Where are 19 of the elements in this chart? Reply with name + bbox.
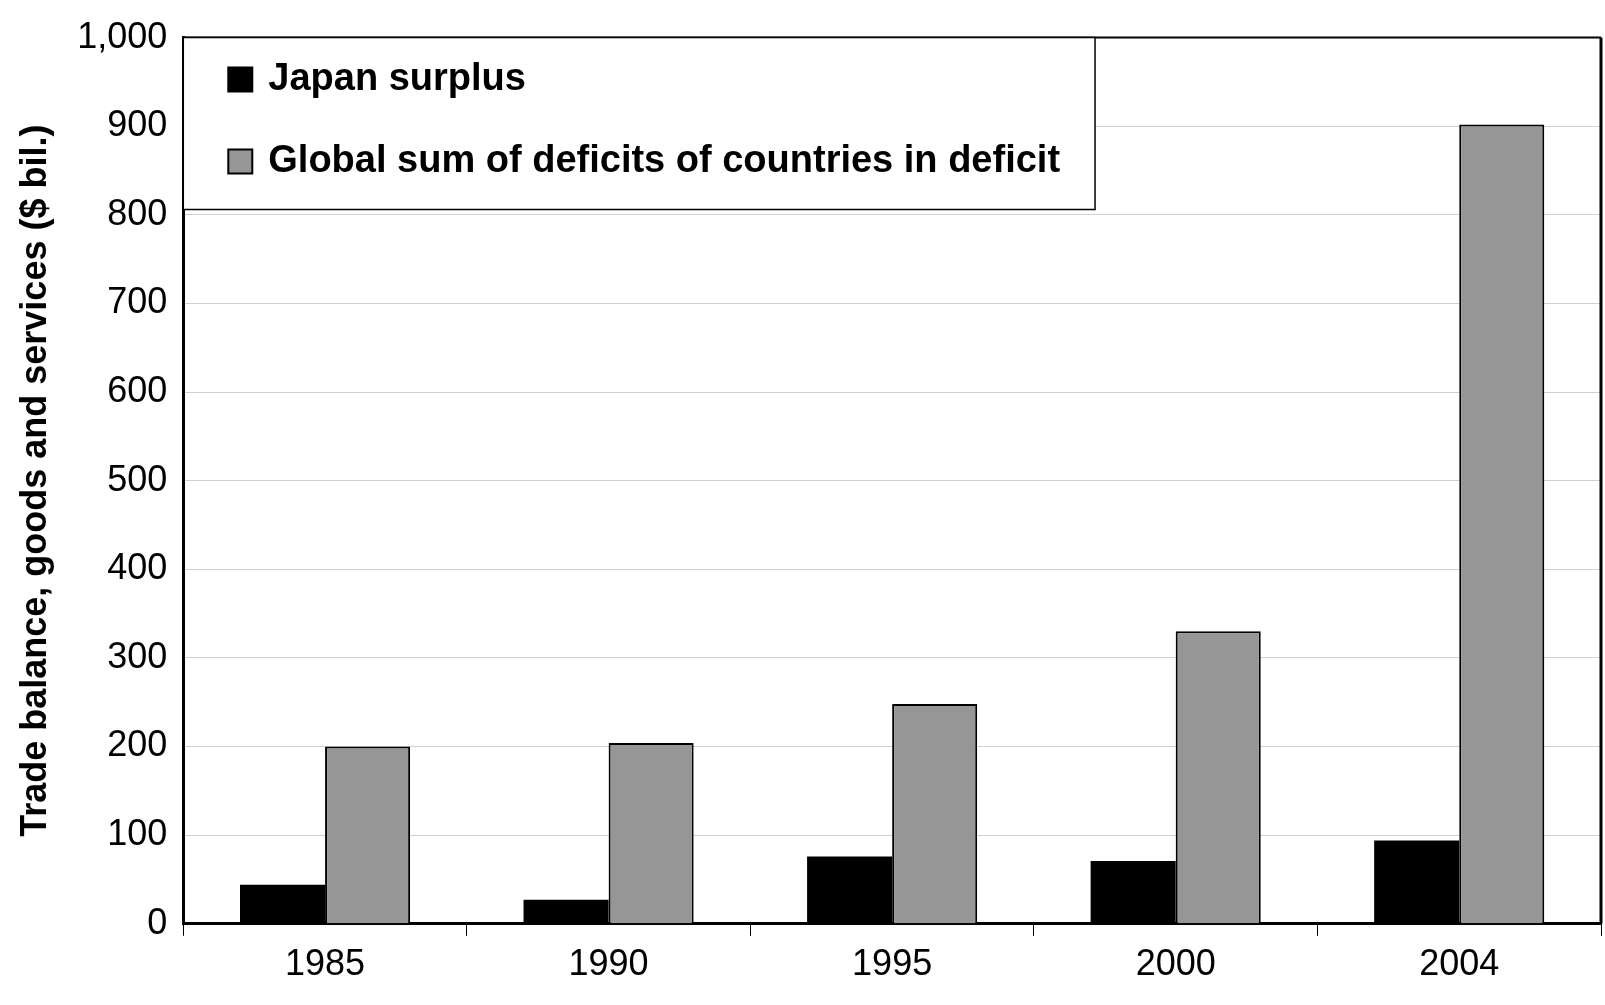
x-tick-label: 2000 [1135, 942, 1216, 984]
y-tick-label: 1,000 [77, 14, 168, 56]
x-tick-label: 1990 [568, 942, 649, 984]
y-tick-label: 100 [107, 812, 168, 854]
y-tick-label: 800 [107, 191, 168, 233]
y-tick-label: 200 [107, 723, 168, 765]
x-tick-label: 1995 [852, 942, 933, 984]
y-tick-label: 500 [107, 457, 168, 499]
y-tick-label: 0 [147, 900, 168, 942]
y-tick-label: 700 [107, 280, 168, 322]
y-tick-label: 300 [107, 634, 168, 676]
y-tick-label: 400 [107, 546, 168, 588]
y-tick-label: 900 [107, 103, 168, 145]
x-tick-label: 2004 [1419, 942, 1500, 984]
legend-label: Global sum of deficits of countries in deficit [268, 138, 1061, 181]
y-axis-title: Trade balance, goods and services ($ bil.) [12, 124, 54, 837]
y-tick-label: 600 [107, 369, 168, 410]
legend-label: Japan surplus [268, 56, 526, 99]
x-tick-label: 1985 [285, 942, 366, 984]
